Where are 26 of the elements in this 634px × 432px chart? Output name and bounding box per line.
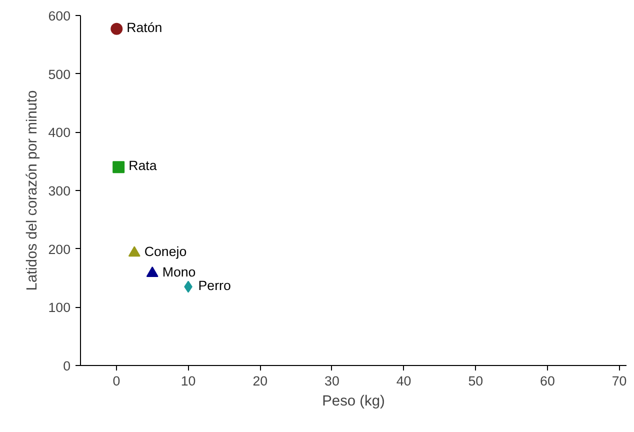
y-tick-label: 0 xyxy=(63,358,71,374)
y-tick-label: 500 xyxy=(48,66,71,82)
y-tick-label: 600 xyxy=(48,8,71,24)
x-tick-label: 30 xyxy=(324,374,340,388)
x-axis-title: Peso (kg) xyxy=(322,394,385,410)
series-label: Ratón xyxy=(126,20,162,35)
x-tick-label: 40 xyxy=(396,374,412,388)
series-label: Rata xyxy=(128,158,158,174)
x-tick-label: 10 xyxy=(180,374,196,388)
x-tick-label: 60 xyxy=(540,374,555,388)
series-label: Perro xyxy=(198,278,231,293)
series-label: Conejo xyxy=(144,244,187,259)
x-tick-label: 20 xyxy=(252,374,268,388)
series-label: Mono xyxy=(162,264,196,280)
x-tick-label: 0 xyxy=(112,374,120,388)
point xyxy=(112,161,125,174)
y-tick-label: 400 xyxy=(48,125,71,140)
point xyxy=(146,266,158,278)
point xyxy=(128,246,140,257)
y-tick-label: 100 xyxy=(48,300,71,316)
y-axis-title: Latidos del corazón por minuto xyxy=(24,90,40,291)
x-tick-label: 50 xyxy=(468,374,484,388)
y-tick-label: 200 xyxy=(48,242,71,257)
y-tick-label: 300 xyxy=(48,184,71,198)
x-tick-label: 70 xyxy=(612,374,627,388)
point xyxy=(110,22,123,35)
